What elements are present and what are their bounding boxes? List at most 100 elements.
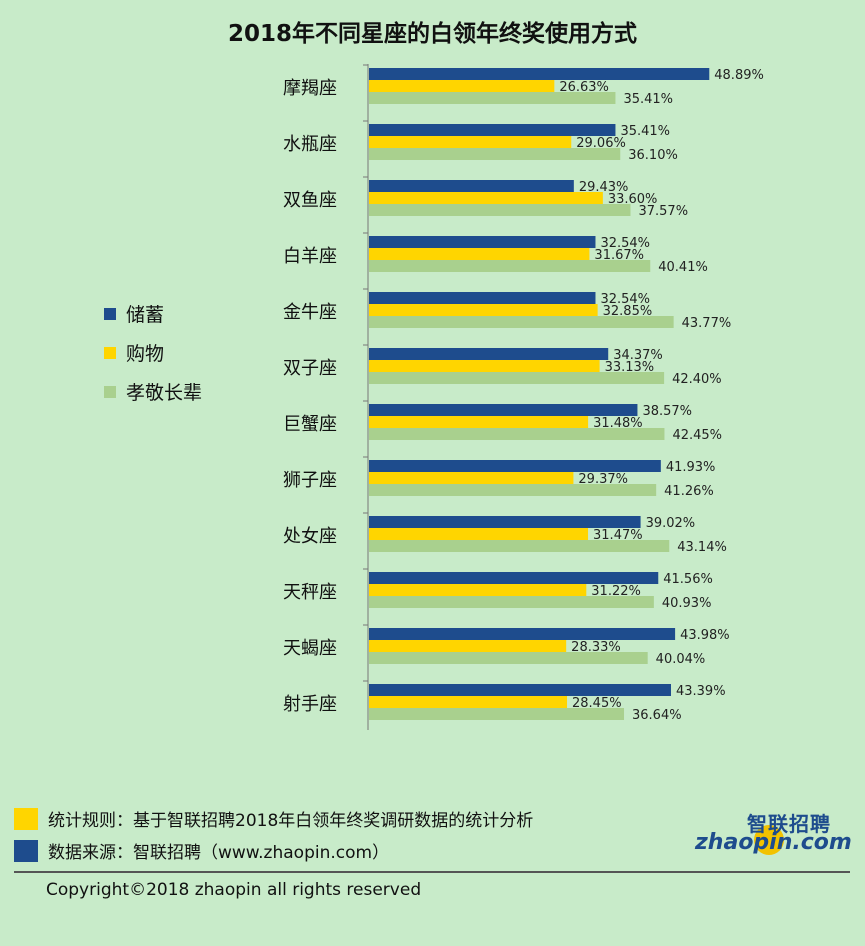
category-label: 摩羯座 [283,78,337,99]
bar-0 [369,460,661,472]
bar-2 [369,428,665,440]
category-label: 狮子座 [283,470,337,491]
bar-1 [369,584,587,596]
data-label: 29.37% [578,472,628,487]
data-label: 38.57% [642,404,692,419]
bar-1 [369,640,567,652]
note-stat-rule-text: 统计规则：基于智联招聘2018年白领年终奖调研数据的统计分析 [48,811,534,831]
data-label: 36.10% [628,148,678,163]
bar-0 [369,124,616,136]
data-label: 41.93% [666,460,716,475]
legend-swatch-elders [104,385,116,398]
note-box-yellow [14,807,38,830]
bar-1 [369,472,574,484]
data-label: 39.02% [646,516,696,531]
bar-2 [369,652,648,664]
category-label: 处女座 [283,526,337,547]
bar-0 [369,404,638,416]
data-label: 40.41% [658,260,708,275]
legend-label-savings: 储蓄 [126,304,165,326]
category-label: 巨蟹座 [283,414,337,435]
category-label: 射手座 [283,694,337,715]
bar-1 [369,528,589,540]
data-label: 36.64% [632,708,682,723]
data-label: 35.41% [623,92,673,107]
bar-2 [369,260,651,272]
data-label: 29.06% [576,136,626,151]
data-label: 31.67% [594,248,644,263]
data-label: 37.57% [638,204,688,219]
data-label: 40.93% [662,596,712,611]
bar-2 [369,596,654,608]
bar-0 [369,348,609,360]
data-label: 35.41% [620,124,670,139]
bar-0 [369,684,671,696]
bar-1 [369,80,555,92]
data-label: 43.39% [676,684,726,699]
bar-2 [369,708,625,720]
data-label: 28.45% [572,696,622,711]
bar-1 [369,136,572,148]
logo-en-text: zhaopin.com [695,830,852,855]
bar-1 [369,360,600,372]
bar-0 [369,68,710,80]
data-label: 29.43% [579,180,629,195]
bar-1 [369,192,603,204]
data-label: 33.60% [608,192,658,207]
category-label: 水瓶座 [283,134,337,155]
bar-0 [369,516,641,528]
data-label: 41.56% [663,572,713,587]
data-label: 33.13% [605,360,655,375]
data-label: 43.98% [680,628,730,643]
bar-1 [369,416,589,428]
data-label: 43.77% [682,316,732,331]
bar-2 [369,484,657,496]
bar-2 [369,372,665,384]
data-label: 32.85% [603,304,653,319]
data-label: 31.47% [593,528,643,543]
legend-label-elders: 孝敬长辈 [126,382,203,404]
data-label: 42.40% [672,372,722,387]
copyright-text: Copyright©2018 zhaopin all rights reserv… [46,880,422,900]
bar-2 [369,204,631,216]
bar-2 [369,148,621,160]
legend-label-shopping: 购物 [126,343,165,365]
bar-0 [369,572,659,584]
category-label: 金牛座 [283,302,337,323]
data-label: 41.26% [664,484,714,499]
note-box-blue [14,839,38,862]
bar-1 [369,248,590,260]
data-label: 40.04% [656,652,706,667]
note-stat-rule: 统计规则：基于智联招聘2018年白领年终奖调研数据的统计分析 [14,806,533,831]
data-label: 43.14% [677,540,727,555]
bar-0 [369,236,596,248]
bar-0 [369,628,676,640]
bar-1 [369,304,598,316]
logo-dot [754,825,784,855]
legend-item-elders: 孝敬长辈 [104,378,202,405]
legend-item-shopping: 购物 [104,339,164,366]
data-label: 32.54% [600,292,650,307]
chart-title: 2018年不同星座的白领年终奖使用方式 [227,21,637,47]
category-label: 双鱼座 [283,190,337,211]
footer-divider [14,871,850,873]
category-label: 天蝎座 [283,638,337,659]
data-label: 48.89% [714,68,764,83]
data-label: 32.54% [600,236,650,251]
bar-0 [369,292,596,304]
legend-swatch-savings [104,307,116,320]
note-data-source: 数据来源：智联招聘（www.zhaopin.com） [14,838,389,863]
bar-2 [369,540,670,552]
zhaopin-logo: 智联招聘 zhaopin.com [695,806,852,866]
category-label: 双子座 [283,358,337,379]
logo-cn-text: 智联招聘 [747,812,831,836]
data-label: 26.63% [559,80,609,95]
bar-2 [369,92,616,104]
bar-2 [369,316,674,328]
bar-1 [369,696,568,708]
data-label: 34.37% [613,348,663,363]
legend-item-savings: 储蓄 [104,300,164,327]
data-label: 42.45% [672,428,722,443]
legend-swatch-shopping [104,346,116,359]
